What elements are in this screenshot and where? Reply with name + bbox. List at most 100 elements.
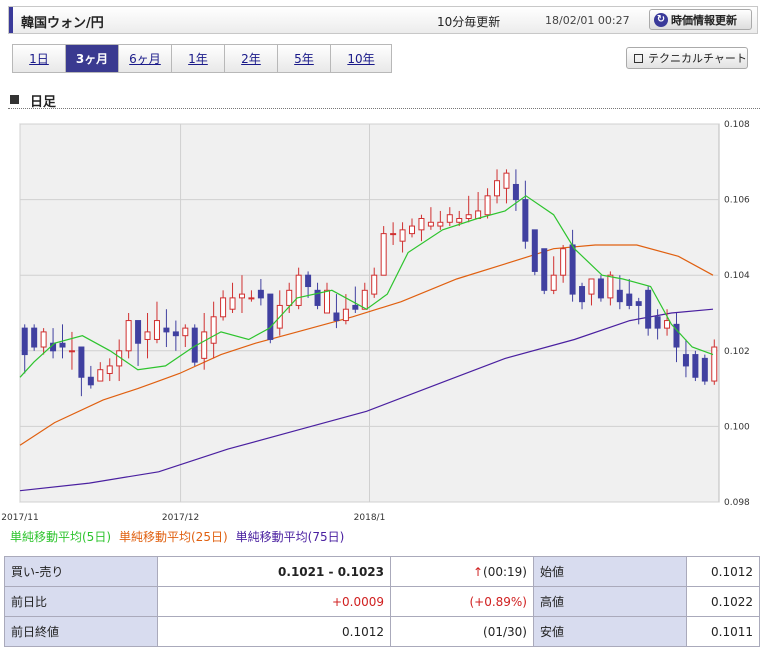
low-value: 0.1011 <box>686 616 760 647</box>
prev-close-label: 前日終値 <box>4 616 158 647</box>
candlestick-chart: 0.098 0.100 0.102 0.104 0.106 0.108 2017/11 201… <box>1 120 750 523</box>
candle-down <box>333 312 340 322</box>
tab-1y[interactable]: 1年 <box>172 45 225 72</box>
ma25-series <box>19 244 714 446</box>
low-label: 安値 <box>533 616 687 647</box>
change-value: +0.0009 <box>157 586 391 617</box>
candle-up <box>409 225 416 235</box>
update-frequency: 10分毎更新 <box>437 15 501 29</box>
y-tick-label: 0.098 <box>724 498 750 508</box>
candle-up <box>427 221 434 227</box>
tab-10y[interactable]: 10年 <box>331 45 391 72</box>
candle-up <box>153 320 160 340</box>
candle-up <box>465 214 472 220</box>
table-row: 前日比 +0.0009 (+0.89%) 高値 0.1022 <box>4 586 760 617</box>
section-label: 日足 <box>30 95 57 110</box>
tab-5y[interactable]: 5年 <box>278 45 331 72</box>
x-tick-label: 2017/12 <box>162 513 199 523</box>
candle-down <box>314 289 321 306</box>
candle-up <box>503 172 510 189</box>
title-bar: 韓国ウォン/円 10分毎更新 18/02/01 00:27 ↻ 時価情報更新 <box>8 6 758 34</box>
candle-down <box>267 293 274 340</box>
candle-up <box>456 218 463 223</box>
table-row: 買い-売り 0.1021 - 0.1023 ↑(00:19) 始値 0.1012 <box>4 556 760 587</box>
candle-down <box>59 342 66 348</box>
candle-up <box>210 316 217 344</box>
candle-down <box>569 244 576 295</box>
candle-down <box>257 289 264 299</box>
candle-up <box>286 289 293 306</box>
candle-down <box>682 354 689 367</box>
period-tabs: 1日 3ヶ月 6ヶ月 1年 2年 5年 10年 <box>12 44 392 73</box>
tab-3m[interactable]: 3ヶ月 <box>66 45 119 72</box>
candle-down <box>645 289 652 329</box>
ma25-line <box>19 244 714 446</box>
timestamp: 18/02/01 00:27 <box>545 14 630 27</box>
quote-time: (00:19) <box>483 564 527 579</box>
bid-ask-value: 0.1021 - 0.1023 <box>157 556 391 587</box>
candle-up <box>446 214 453 223</box>
candle-down <box>626 293 633 306</box>
tab-2y[interactable]: 2年 <box>225 45 278 72</box>
legend-ma75: 単純移動平均(75日) <box>235 530 345 544</box>
ma75-line <box>19 308 714 492</box>
high-label: 高値 <box>533 586 687 617</box>
candle-up <box>201 331 208 359</box>
candle-up <box>560 248 567 276</box>
ma75-series <box>19 308 714 492</box>
legend-ma5: 単純移動平均(5日) <box>10 530 111 544</box>
candle-down <box>541 248 548 291</box>
candle-down <box>163 327 170 333</box>
candle-up <box>144 331 151 340</box>
candle-up <box>399 229 406 242</box>
candle-down <box>305 274 312 288</box>
y-tick-label: 0.102 <box>724 347 750 357</box>
candle-up <box>97 369 104 382</box>
quote-table: 買い-売り 0.1021 - 0.1023 ↑(00:19) 始値 0.1012… <box>4 556 760 647</box>
ma5-line <box>19 195 714 378</box>
y-tick-label: 0.104 <box>724 271 750 281</box>
technical-chart-button[interactable]: テクニカルチャート <box>626 47 748 69</box>
candle-up <box>295 274 302 306</box>
up-arrow-icon: ↑ <box>472 564 484 579</box>
candle-down <box>31 327 38 348</box>
x-tick-label: 2018/1 <box>354 513 386 523</box>
refresh-label: 時価情報更新 <box>671 13 737 27</box>
y-tick-label: 0.108 <box>724 120 750 130</box>
candle-down <box>512 183 519 201</box>
tab-1d[interactable]: 1日 <box>13 45 66 72</box>
candle-up <box>380 233 387 276</box>
ma5-series <box>19 195 714 378</box>
technical-chart-label: テクニカルチャート <box>648 52 747 65</box>
square-bullet-icon <box>10 95 19 104</box>
x-tick-label: 2017/11 <box>1 513 38 523</box>
candle-down <box>172 331 179 337</box>
legend-ma25: 単純移動平均(25日) <box>119 530 228 544</box>
candle-up <box>418 218 425 231</box>
candle-up <box>342 308 349 322</box>
title-accent-bar <box>9 7 13 33</box>
prev-close-value: 0.1012 <box>157 616 391 647</box>
candle-down <box>21 327 28 356</box>
candle-down <box>522 199 529 242</box>
high-value: 0.1022 <box>686 586 760 617</box>
refresh-button[interactable]: ↻ 時価情報更新 <box>649 9 752 30</box>
page-title: 韓国ウォン/円 <box>21 16 104 31</box>
candle-up <box>437 221 444 227</box>
legend: 単純移動平均(5日) 単純移動平均(25日) 単純移動平均(75日) <box>10 528 344 545</box>
candle-up <box>106 365 113 374</box>
candle-up <box>361 289 368 310</box>
candle-up <box>390 233 397 236</box>
candle-down <box>87 376 94 386</box>
candle-up <box>125 320 132 352</box>
candle-down <box>135 320 142 344</box>
prev-close-date: (01/30) <box>390 616 534 647</box>
candle-down <box>531 229 538 272</box>
tab-6m[interactable]: 6ヶ月 <box>119 45 172 72</box>
candle-up <box>550 274 557 291</box>
candle-up <box>711 346 718 382</box>
refresh-icon: ↻ <box>654 12 668 27</box>
candle-up <box>238 293 245 299</box>
candle-down <box>597 278 604 299</box>
y-tick-label: 0.100 <box>724 422 750 432</box>
